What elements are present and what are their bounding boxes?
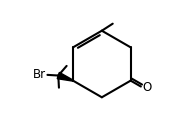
Text: Br: Br <box>33 68 46 81</box>
Polygon shape <box>57 72 73 81</box>
Text: O: O <box>142 81 152 94</box>
